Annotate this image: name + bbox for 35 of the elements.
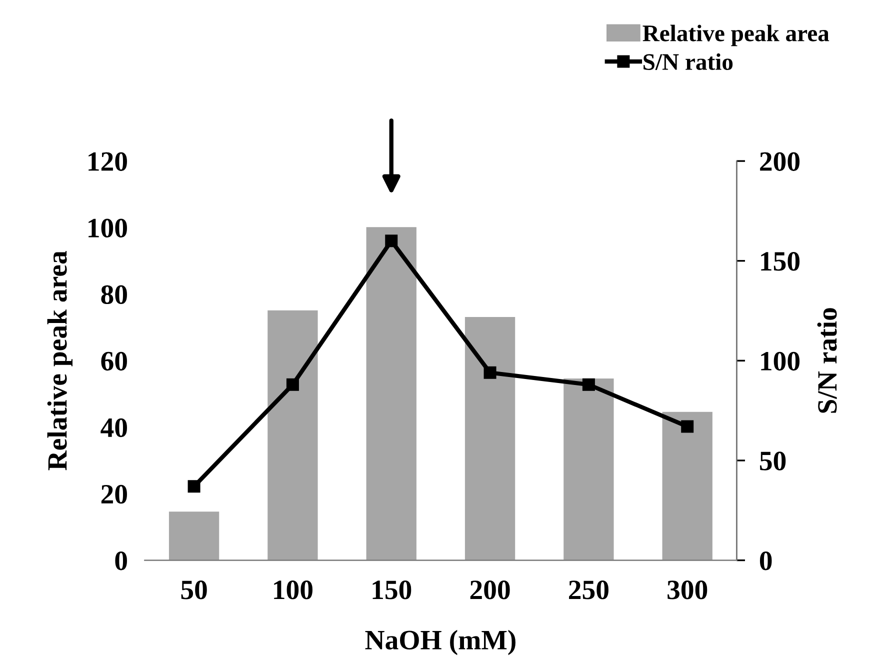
x-axis-title: NaOH (mM) bbox=[365, 630, 516, 656]
y-tick-label: 20 bbox=[101, 484, 127, 504]
y2-tick-label: 0 bbox=[760, 551, 772, 570]
y-tick-label: 60 bbox=[101, 352, 127, 371]
y2-axis-title: S/N ratio bbox=[817, 308, 837, 413]
x-tick-label: 150 bbox=[372, 580, 412, 600]
bar bbox=[268, 310, 318, 560]
bar bbox=[366, 227, 416, 560]
y-tick-label: 0 bbox=[115, 551, 127, 570]
point bbox=[385, 234, 398, 248]
y2-tick-label: 100 bbox=[761, 352, 800, 371]
y2-tick-label: 150 bbox=[761, 252, 800, 271]
y-tick-label: 120 bbox=[88, 152, 127, 171]
x-tick-label: 250 bbox=[569, 580, 608, 600]
y-tick-label: 100 bbox=[88, 218, 127, 238]
legend-label: S/N ratio bbox=[644, 53, 733, 70]
y-tick-label: 80 bbox=[101, 285, 127, 304]
bar bbox=[662, 412, 712, 560]
point bbox=[582, 378, 595, 391]
x-tick-label: 300 bbox=[668, 580, 708, 600]
point bbox=[681, 420, 694, 433]
x-tick-label: 200 bbox=[470, 580, 510, 600]
x-tick-label: 50 bbox=[181, 580, 207, 600]
bar bbox=[464, 316, 516, 560]
point bbox=[484, 366, 496, 379]
point bbox=[188, 480, 200, 493]
x-tick-label: 100 bbox=[274, 580, 312, 600]
legend-label: Relative peak area bbox=[642, 24, 830, 46]
bar bbox=[168, 512, 220, 560]
y-axis-title: Relative peak area bbox=[47, 251, 72, 470]
bar bbox=[564, 378, 614, 560]
y2-tick-label: 50 bbox=[760, 452, 786, 470]
point bbox=[286, 378, 299, 391]
y-tick-label: 40 bbox=[100, 418, 127, 438]
y2-tick-label: 200 bbox=[760, 152, 800, 171]
